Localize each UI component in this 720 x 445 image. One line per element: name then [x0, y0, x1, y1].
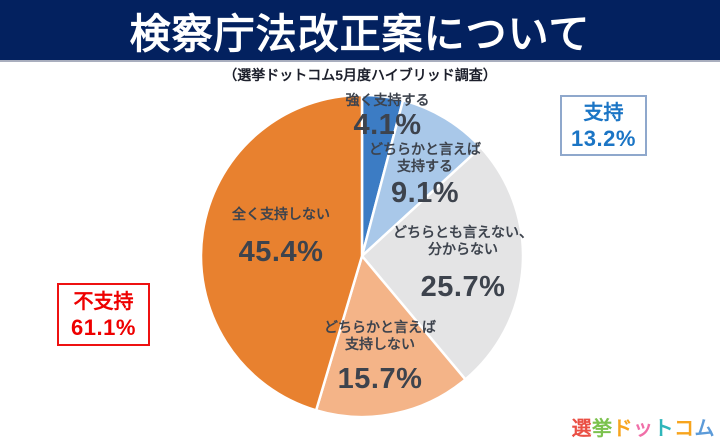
slice-percent: 25.7% [420, 271, 506, 303]
oppose-label: 不支持 [73, 290, 134, 313]
pie-chart [199, 93, 525, 419]
slice-percent: 9.1% [390, 177, 460, 209]
slice-name: 支持しない [345, 336, 415, 352]
slice-name: どちらかと言えば [369, 141, 481, 157]
senkyo-dotcom-logo: 選挙ドットコム [572, 412, 716, 441]
slice-name: 全く支持しない [232, 206, 330, 222]
support-total-callout: 支持 13.2% [560, 95, 647, 156]
logo-char: ッ [633, 418, 654, 440]
pie-slice-3 [360, 146, 525, 381]
logo-char: ム [694, 418, 715, 440]
slice-name: 分からない [428, 241, 498, 257]
page-title: 検察庁法改正案について [129, 11, 591, 57]
slice-label-strong-support: 強く支持する 4.1% [320, 92, 455, 141]
logo-char: 選 [571, 418, 592, 440]
slice-percent: 15.7% [337, 363, 423, 395]
support-value: 13.2% [571, 125, 636, 151]
survey-subtitle: （選挙ドットコム5月度ハイブリッド調査） [223, 67, 497, 83]
slice-name: どちらかと言えば [324, 319, 436, 335]
pie-svg [199, 93, 525, 419]
pie-slice-5 [199, 93, 364, 412]
pie-slice-4 [314, 254, 467, 419]
slice-label-neither: どちらとも言えない、 分からない 25.7% [387, 224, 539, 303]
slice-name: 強く支持する [345, 92, 430, 108]
oppose-value: 61.1% [71, 314, 136, 340]
slice-label-strong-oppose: 全く支持しない 45.4% [206, 206, 356, 268]
slice-name: 支持する [397, 158, 453, 174]
slice-label-somewhat-support: どちらかと言えば 支持する 9.1% [350, 141, 500, 209]
slice-percent: 45.4% [238, 236, 324, 268]
slice-name: どちらとも言えない、 [393, 224, 533, 240]
logo-char: ト [653, 418, 674, 440]
slice-label-somewhat-oppose: どちらかと言えば 支持しない 15.7% [304, 319, 456, 395]
slice-percent: 4.1% [353, 109, 422, 141]
support-label: 支持 [583, 101, 624, 124]
logo-char: ド [612, 418, 633, 440]
logo-char: 挙 [592, 418, 613, 440]
logo-char: コ [674, 418, 695, 440]
oppose-total-callout: 不支持 61.1% [57, 283, 150, 346]
header-bar: 検察庁法改正案について [0, 0, 720, 62]
pie-slice-2 [360, 99, 482, 258]
